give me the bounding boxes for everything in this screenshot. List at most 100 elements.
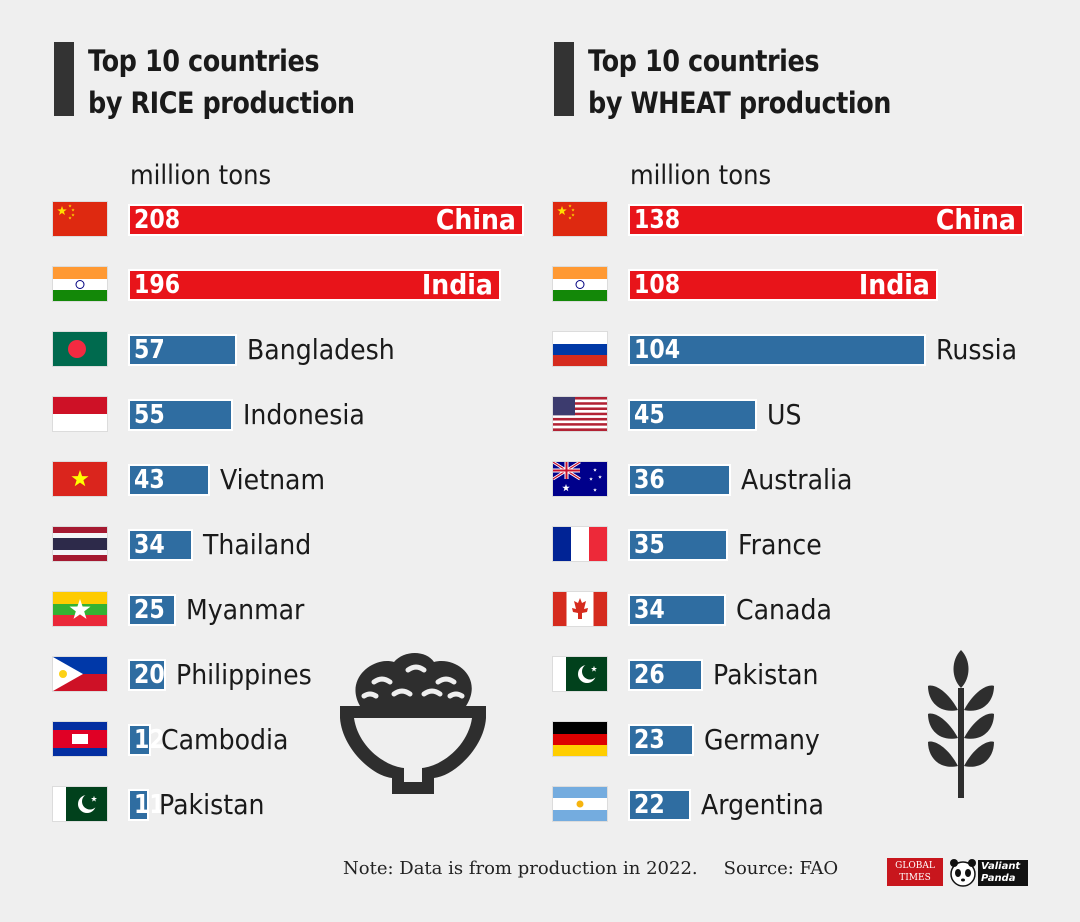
bar-row: 45 US [500, 397, 1040, 437]
bar [128, 529, 193, 561]
data-label: 23 [634, 725, 665, 755]
category-label: Pakistan [713, 658, 819, 691]
data-label: 26 [634, 660, 665, 690]
bar [128, 789, 149, 821]
data-label: 12 [134, 725, 165, 755]
bar-row: 11 Pakistan [0, 787, 540, 827]
bar-row: 12 Cambodia [0, 722, 540, 762]
bar [628, 659, 703, 691]
flag-canada-icon [553, 592, 607, 626]
flag-argentina-icon [553, 787, 607, 821]
category-label: France [738, 528, 822, 561]
bar-row: 104 Russia [500, 332, 1040, 372]
data-label: 57 [134, 335, 165, 365]
bar-row: 25 Myanmar [0, 592, 540, 632]
data-label: 208 [134, 205, 181, 235]
data-label: 138 [634, 205, 681, 235]
flag-france-icon [553, 527, 607, 561]
bar [628, 529, 728, 561]
category-label: Vietnam [220, 463, 326, 496]
bar [628, 594, 726, 626]
data-label: 34 [634, 595, 665, 625]
bar [128, 269, 501, 301]
chart-title: Top 10 countries by WHEAT production [588, 44, 892, 120]
category-label: Germany [704, 723, 820, 756]
data-label: 25 [134, 595, 165, 625]
flag-china-icon [553, 202, 607, 236]
bar [628, 789, 691, 821]
flag-cambodia-icon [53, 722, 107, 756]
category-label: China [935, 203, 1016, 236]
bar-row: 196 India [0, 267, 540, 307]
bar [628, 399, 757, 431]
bar-row: 34 Thailand [0, 527, 540, 567]
flag-thailand-icon [53, 527, 107, 561]
category-label: Bangladesh [247, 333, 395, 366]
category-label: Myanmar [186, 593, 305, 626]
bar [128, 464, 210, 496]
flag-indonesia-icon [53, 397, 107, 431]
data-label: 34 [134, 530, 165, 560]
category-label: India [858, 268, 930, 301]
flag-germany-icon [553, 722, 607, 756]
chart-title: Top 10 countries by RICE production [88, 44, 355, 120]
bar-row: 23 Germany [500, 722, 1040, 762]
title-accent-bar [54, 42, 74, 116]
bar-row: 34 Canada [500, 592, 1040, 632]
unit-label: million tons [130, 160, 272, 191]
wheat-icon [928, 650, 994, 798]
bar-row: 20 Philippines [0, 657, 540, 697]
source-text: Source: FAO [723, 858, 839, 879]
data-label: 55 [134, 400, 165, 430]
bar-row: 43 Vietnam [0, 462, 540, 502]
bar [128, 659, 166, 691]
category-label: Philippines [176, 658, 312, 691]
flag-pakistan-icon [553, 657, 607, 691]
bar-row: 36 Australia [500, 462, 1040, 502]
flag-bangladesh-icon [53, 332, 107, 366]
note-text: Note: Data is from production in 2022. [343, 858, 698, 879]
flag-us-icon [553, 397, 607, 431]
data-label: 36 [634, 465, 665, 495]
footer-note: Note: Data is from production in 2022. So… [343, 858, 838, 879]
rice-panel: Top 10 countries by RICE production mill… [0, 0, 540, 850]
category-label: Thailand [203, 528, 312, 561]
data-label: 45 [634, 400, 665, 430]
category-label: Argentina [701, 788, 824, 821]
data-label: 35 [634, 530, 665, 560]
data-label: 11 [134, 790, 165, 820]
bar [128, 724, 151, 756]
category-label: Pakistan [159, 788, 265, 821]
category-label: Indonesia [243, 398, 365, 431]
category-label: US [767, 398, 802, 431]
flag-russia-icon [553, 332, 607, 366]
panda-icon [950, 859, 976, 887]
flag-australia-icon [553, 462, 607, 496]
data-label: 22 [634, 790, 665, 820]
bar [128, 204, 524, 236]
bar-row: 138 China [500, 202, 1040, 242]
bar-row: 22 Argentina [500, 787, 1040, 827]
bar [628, 269, 938, 301]
flag-philippines-icon [53, 657, 107, 691]
category-label: Australia [741, 463, 853, 496]
bar-row: 57 Bangladesh [0, 332, 540, 372]
category-label: Cambodia [161, 723, 289, 756]
data-label: 108 [634, 270, 681, 300]
unit-label: million tons [630, 160, 772, 191]
bar [628, 334, 926, 366]
flag-india-icon [53, 267, 107, 301]
bar-row: 208 China [0, 202, 540, 242]
flag-myanmar-icon [53, 592, 107, 626]
bar-row: 55 Indonesia [0, 397, 540, 437]
title-accent-bar [554, 42, 574, 116]
bar [628, 204, 1024, 236]
global-times-logo: GLOBAL TIMES [887, 858, 943, 886]
data-label: 104 [634, 335, 681, 365]
bar [128, 334, 237, 366]
valiant-panda-logo: Valiant Panda [948, 856, 1028, 888]
category-label: Canada [736, 593, 832, 626]
data-label: 43 [134, 465, 165, 495]
rice-bowl-icon [340, 653, 486, 794]
bar-row: 35 France [500, 527, 1040, 567]
